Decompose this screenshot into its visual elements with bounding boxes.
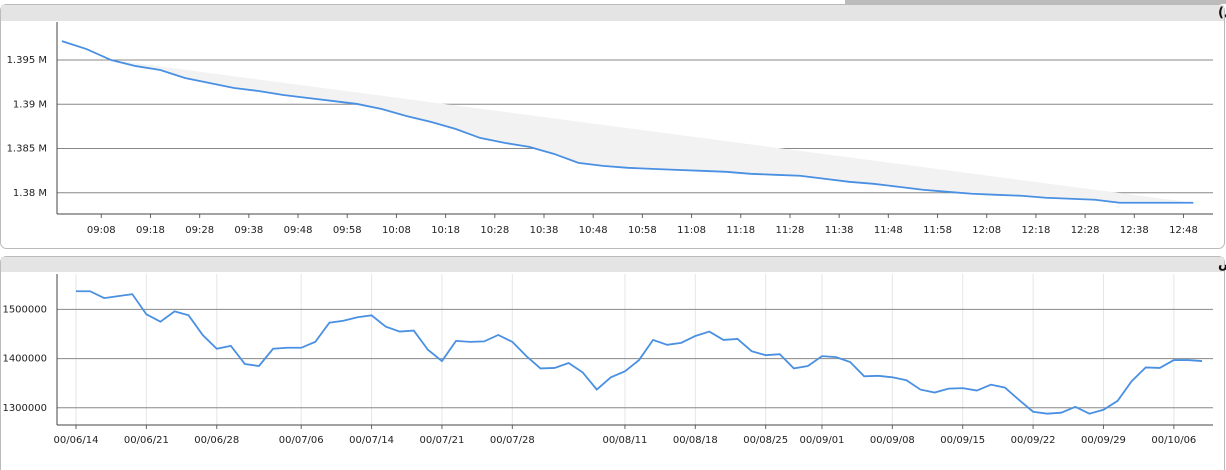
x-tick-label: 00/08/18: [673, 435, 718, 446]
x-tick-label: 09:58: [333, 225, 362, 236]
x-tick-label: 00/06/28: [194, 435, 239, 446]
x-tick-label: 10:38: [530, 225, 559, 236]
x-tick-label: 10:18: [431, 225, 460, 236]
x-tick-label: 12:18: [1021, 225, 1050, 236]
x-tick-label: 12:48: [1169, 225, 1198, 236]
shade: [111, 60, 1194, 203]
line: [61, 40, 1194, 204]
x-tick-label: 09:28: [185, 225, 214, 236]
x-tick-label: 10:58: [628, 225, 657, 236]
x-tick-label: 11:38: [825, 225, 854, 236]
x-tick-label: 00/06/14: [54, 435, 99, 446]
x-tick-label: 00/09/29: [1081, 435, 1126, 446]
panel-header: [1, 5, 1224, 21]
x-tick-label: 00/06/21: [124, 435, 169, 446]
y-tick-label: 1.38 M: [13, 188, 47, 199]
x-tick-label: 11:48: [874, 225, 903, 236]
x-tick-label: 00/09/01: [800, 435, 845, 446]
x-tick-label: 00/09/08: [870, 435, 915, 446]
x-tick-label: 00/08/25: [743, 435, 788, 446]
line: [76, 290, 1203, 415]
y-tick-label: 1.39 M: [13, 99, 47, 110]
y-tick-label: 1.385 M: [7, 144, 47, 155]
x-tick-label: 00/09/22: [1011, 435, 1056, 446]
x-tick-label: 09:08: [87, 225, 116, 236]
top-bar: [845, 0, 1226, 4]
x-tick-label: 12:08: [972, 225, 1001, 236]
x-tick-label: 00/09/15: [940, 435, 985, 446]
x-tick-label: 00/07/14: [349, 435, 394, 446]
x-tick-label: 11:18: [726, 225, 755, 236]
x-tick-label: 09:18: [136, 225, 165, 236]
y-tick-label: 1.395 M: [7, 55, 47, 66]
x-tick-label: 00/10/06: [1151, 435, 1196, 446]
x-tick-label: 10:28: [480, 225, 509, 236]
x-tick-label: 10:08: [382, 225, 411, 236]
y-tick-label: 1400000: [2, 354, 47, 365]
x-tick-label: 10:48: [579, 225, 608, 236]
x-tick-label: 12:28: [1071, 225, 1100, 236]
x-tick-label: 00/08/11: [602, 435, 647, 446]
y-tick-label: 1300000: [2, 403, 47, 414]
x-tick-label: 11:28: [776, 225, 805, 236]
x-tick-label: 12:38: [1120, 225, 1149, 236]
y-tick-label: 1500000: [2, 304, 47, 315]
chart-title: نمودار شاخص: [1218, 257, 1226, 272]
x-tick-label: 09:48: [284, 225, 313, 236]
x-tick-label: 09:38: [234, 225, 263, 236]
x-tick-label: 11:08: [677, 225, 706, 236]
x-tick-label: 00/07/21: [419, 435, 464, 446]
chart-title: شاخص کل (آخرین روز معاملاتی): [1218, 4, 1226, 21]
x-tick-label: 00/07/06: [279, 435, 324, 446]
x-tick-label: 00/07/28: [490, 435, 535, 446]
x-tick-label: 11:58: [923, 225, 952, 236]
panel-header: [1, 257, 1224, 272]
